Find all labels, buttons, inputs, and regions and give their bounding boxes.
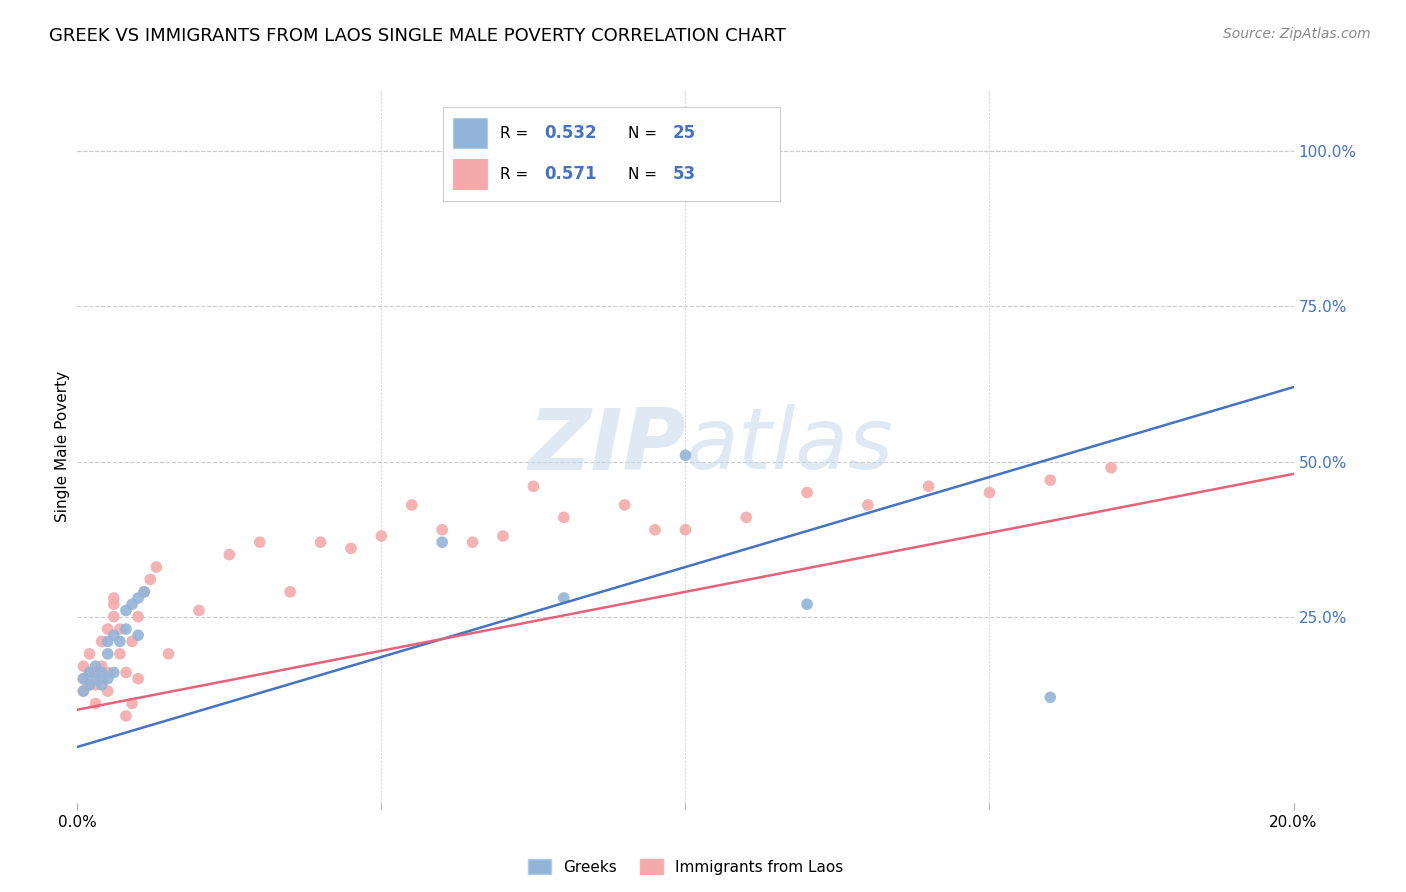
Point <box>97 665 120 680</box>
Point <box>97 672 120 686</box>
Point <box>1039 690 1062 705</box>
Point <box>115 603 138 617</box>
Point <box>121 634 143 648</box>
Point <box>432 535 454 549</box>
Point <box>492 529 515 543</box>
Point <box>1039 473 1062 487</box>
Point <box>103 609 125 624</box>
Point <box>145 560 167 574</box>
Point <box>370 529 392 543</box>
Point <box>79 647 101 661</box>
Point <box>121 597 143 611</box>
Text: R =: R = <box>501 126 533 141</box>
Point <box>644 523 666 537</box>
Point <box>84 659 107 673</box>
Point <box>72 684 94 698</box>
Text: atlas: atlas <box>686 404 893 488</box>
Text: 0.571: 0.571 <box>544 166 596 184</box>
Point <box>522 479 544 493</box>
Point <box>918 479 941 493</box>
Point <box>796 485 818 500</box>
Point <box>139 573 162 587</box>
Point <box>134 584 156 599</box>
Point <box>103 591 125 605</box>
Point <box>401 498 423 512</box>
Point <box>84 678 107 692</box>
Text: 25: 25 <box>672 124 696 142</box>
Point <box>103 628 125 642</box>
Text: GREEK VS IMMIGRANTS FROM LAOS SINGLE MALE POVERTY CORRELATION CHART: GREEK VS IMMIGRANTS FROM LAOS SINGLE MAL… <box>49 27 786 45</box>
Text: N =: N = <box>628 167 662 182</box>
Point <box>90 659 112 673</box>
Point <box>90 678 112 692</box>
Point <box>553 510 575 524</box>
Point <box>115 622 138 636</box>
Text: 0.532: 0.532 <box>544 124 596 142</box>
Point <box>127 628 149 642</box>
Point <box>84 697 107 711</box>
Text: Source: ZipAtlas.com: Source: ZipAtlas.com <box>1223 27 1371 41</box>
Y-axis label: Single Male Poverty: Single Male Poverty <box>55 370 70 522</box>
Point <box>90 672 112 686</box>
Point <box>796 597 818 611</box>
Point <box>553 591 575 605</box>
Point <box>84 665 107 680</box>
Point <box>90 665 112 680</box>
Point <box>218 548 240 562</box>
Point <box>675 448 697 462</box>
Point <box>278 584 301 599</box>
Point <box>84 672 107 686</box>
FancyBboxPatch shape <box>453 119 486 148</box>
Text: 53: 53 <box>672 166 696 184</box>
Point <box>72 659 94 673</box>
Point <box>127 591 149 605</box>
Point <box>249 535 271 549</box>
Point <box>79 678 101 692</box>
Point <box>127 609 149 624</box>
Point <box>461 535 484 549</box>
Point <box>115 665 138 680</box>
Point <box>188 603 211 617</box>
Point <box>90 634 112 648</box>
Point <box>108 634 131 648</box>
Text: ZIP: ZIP <box>527 404 686 488</box>
Point <box>72 684 94 698</box>
Text: R =: R = <box>501 167 533 182</box>
Point <box>856 498 879 512</box>
Point <box>97 622 120 636</box>
Point <box>97 634 120 648</box>
Point <box>72 672 94 686</box>
Text: N =: N = <box>628 126 662 141</box>
Point <box>79 665 101 680</box>
Point <box>1099 460 1122 475</box>
Point <box>134 584 156 599</box>
Point <box>979 485 1001 500</box>
Point <box>432 523 454 537</box>
Point <box>97 684 120 698</box>
Point <box>79 665 101 680</box>
Point <box>72 672 94 686</box>
FancyBboxPatch shape <box>453 160 486 189</box>
Point <box>79 678 101 692</box>
Point <box>675 523 697 537</box>
Point <box>97 647 120 661</box>
Point <box>309 535 332 549</box>
Point <box>121 697 143 711</box>
Point <box>103 665 125 680</box>
Point <box>340 541 363 556</box>
Point <box>115 709 138 723</box>
Point <box>127 672 149 686</box>
Point <box>157 647 180 661</box>
Point <box>735 510 758 524</box>
Point <box>108 647 131 661</box>
Point <box>108 622 131 636</box>
Point <box>613 498 636 512</box>
Legend: Greeks, Immigrants from Laos: Greeks, Immigrants from Laos <box>522 853 849 880</box>
Point <box>103 597 125 611</box>
